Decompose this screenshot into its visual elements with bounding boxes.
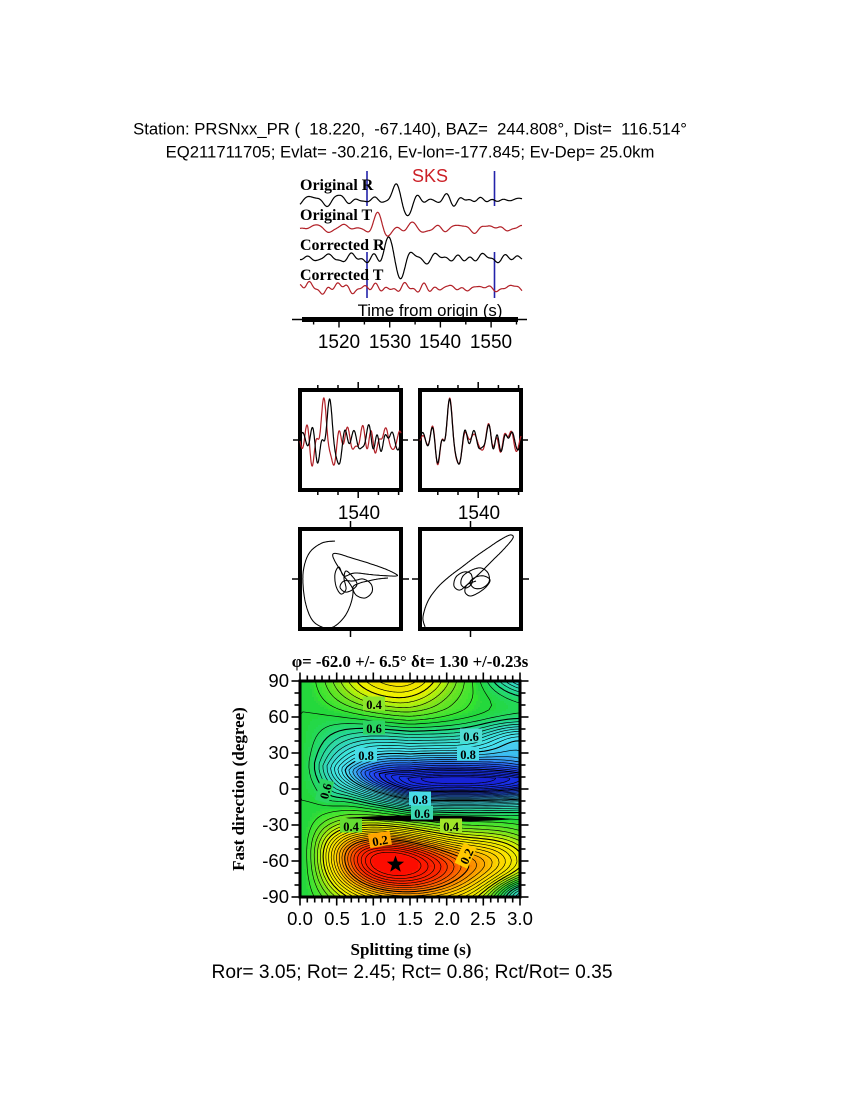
svg-text:0.8: 0.8 <box>460 748 476 762</box>
svg-text:0.4: 0.4 <box>343 820 359 834</box>
svg-text:0.2: 0.2 <box>457 846 476 866</box>
svg-text:Original R: Original R <box>300 177 374 194</box>
svg-text:EQ211711705; Evlat= -30.216, E: EQ211711705; Evlat= -30.216, Ev-lon=-177… <box>166 143 655 162</box>
svg-text:0.0: 0.0 <box>287 908 313 929</box>
svg-text:1540: 1540 <box>419 332 461 353</box>
svg-text:1530: 1530 <box>369 332 411 353</box>
svg-text:0: 0 <box>279 778 289 799</box>
svg-text:Corrected R: Corrected R <box>300 237 385 254</box>
svg-text:2.5: 2.5 <box>470 908 496 929</box>
svg-text:SKS: SKS <box>412 166 448 186</box>
svg-text:Fast direction (degree): Fast direction (degree) <box>229 707 248 871</box>
svg-text:0.6: 0.6 <box>414 807 430 821</box>
svg-text:-30: -30 <box>262 814 289 835</box>
svg-text:0.4: 0.4 <box>443 820 459 834</box>
svg-text:1.0: 1.0 <box>360 908 386 929</box>
svg-text:-60: -60 <box>262 850 289 871</box>
svg-text:1540: 1540 <box>338 503 380 524</box>
svg-text:0.5: 0.5 <box>324 908 350 929</box>
svg-text:2.0: 2.0 <box>434 908 460 929</box>
svg-text:90: 90 <box>268 670 289 691</box>
svg-text:1.5: 1.5 <box>397 908 423 929</box>
svg-text:3.0: 3.0 <box>507 908 533 929</box>
svg-text:-90: -90 <box>262 886 289 907</box>
svg-text:0.4: 0.4 <box>366 698 382 712</box>
svg-text:1550: 1550 <box>470 332 512 353</box>
svg-text:0.6: 0.6 <box>463 730 479 744</box>
svg-text:0.6: 0.6 <box>317 782 335 801</box>
svg-text:Original T: Original T <box>300 207 372 224</box>
svg-text:0.8: 0.8 <box>358 749 374 763</box>
svg-text:Splitting time (s): Splitting time (s) <box>351 940 472 959</box>
svg-text:1540: 1540 <box>458 503 500 524</box>
svg-text:0.2: 0.2 <box>371 833 389 850</box>
svg-text:0.8: 0.8 <box>412 793 428 807</box>
svg-text:60: 60 <box>268 706 289 727</box>
svg-text:φ= -62.0 +/- 6.5° δt= 1.30 +/-: φ= -62.0 +/- 6.5° δt= 1.30 +/-0.23s <box>292 652 529 671</box>
svg-text:Time from origin (s): Time from origin (s) <box>358 301 503 320</box>
svg-text:0.6: 0.6 <box>366 722 382 736</box>
svg-text:30: 30 <box>268 742 289 763</box>
svg-text:Ror= 3.05; Rot= 2.45; Rct= 0.8: Ror= 3.05; Rot= 2.45; Rct= 0.86; Rct/Rot… <box>211 962 612 983</box>
svg-text:1520: 1520 <box>318 332 360 353</box>
svg-text:Station: PRSNxx_PR ( 18.220,: Station: PRSNxx_PR ( 18.220, -67.140), B… <box>133 120 687 139</box>
svg-text:Corrected T: Corrected T <box>300 267 384 284</box>
